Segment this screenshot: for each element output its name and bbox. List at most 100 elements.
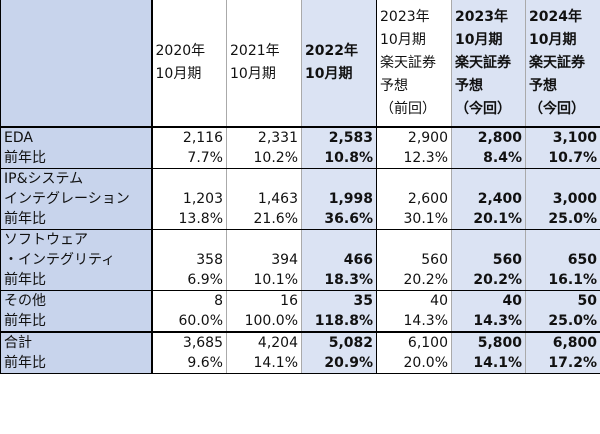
yoy-cell-fy2021: 10.2%	[226, 148, 302, 169]
yoy-cell-fy2023-curr: 20.1%	[451, 209, 526, 230]
segment-name-cell: 合計	[0, 331, 153, 353]
value-cell-fy2023-curr: 5,800	[451, 331, 526, 353]
segment-name-cell: インテグレーション	[0, 189, 153, 209]
yoy-cell-fy2021: 14.1%	[226, 353, 302, 374]
yoy-cell-fy2023-prev: 12.3%	[376, 148, 452, 169]
header-fy2023-current-forecast: 2023年 10月期 楽天証券 予想 （今回）	[451, 0, 526, 128]
value-cell-fy2024-curr: 3,100	[525, 127, 600, 148]
value-cell-fy2020: 8	[151, 290, 227, 311]
value-cell-fy2023-prev: 2,600	[376, 189, 452, 209]
value-cell-fy2021: 394	[226, 250, 302, 270]
yoy-cell-fy2024-curr: 17.2%	[525, 353, 600, 374]
segment-name-row: IP&システム	[0, 168, 600, 189]
empty-cell	[226, 229, 302, 250]
value-cell-fy2023-prev: 40	[376, 290, 452, 311]
yoy-cell-fy2023-curr: 8.4%	[451, 148, 526, 169]
header-fy2024-current-forecast: 2024年 10月期 楽天証券 予想 （今回）	[525, 0, 600, 128]
empty-cell	[151, 168, 227, 189]
yoy-cell-fy2021: 100.0%	[226, 311, 302, 333]
value-cell-fy2023-curr: 40	[451, 290, 526, 311]
yoy-row: 前年比 60.0% 100.0% 118.8% 14.3% 14.3% 25.0%	[0, 311, 600, 333]
value-cell-fy2021: 1,463	[226, 189, 302, 209]
yoy-cell-fy2024-curr: 16.1%	[525, 270, 600, 291]
yoy-label-cell: 前年比	[0, 148, 153, 169]
yoy-row: 前年比 6.9% 10.1% 18.3% 20.2% 20.2% 16.1%	[0, 270, 600, 291]
yoy-row: 前年比 9.6% 14.1% 20.9% 20.0% 14.1% 17.2%	[0, 353, 600, 374]
header-c5-line3: 楽天証券	[455, 54, 511, 71]
yoy-cell-fy2023-curr: 20.2%	[451, 270, 526, 291]
header-c6-line5: （今回）	[529, 100, 585, 117]
empty-cell	[525, 168, 600, 189]
yoy-row: 前年比 7.7% 10.2% 10.8% 12.3% 8.4% 10.7%	[0, 148, 600, 169]
segment-name-cell: その他	[0, 290, 153, 311]
value-cell-fy2021: 4,204	[226, 331, 302, 353]
header-c5-line5: （今回）	[455, 100, 511, 117]
empty-cell	[151, 229, 227, 250]
yoy-cell-fy2024-curr: 25.0%	[525, 311, 600, 333]
yoy-cell-fy2023-prev: 30.1%	[376, 209, 452, 230]
header-fy2021-line2: 10月期	[230, 66, 276, 82]
header-fy2022-line1: 2022年	[305, 43, 358, 59]
empty-cell	[376, 168, 452, 189]
segment-name-cell: IP&システム	[0, 168, 153, 189]
yoy-cell-fy2022: 36.6%	[301, 209, 377, 230]
yoy-label-cell: 前年比	[0, 270, 153, 291]
value-cell-fy2020: 358	[151, 250, 227, 270]
header-c6-line1: 2024年	[529, 8, 582, 25]
value-cell-fy2023-prev: 2,900	[376, 127, 452, 148]
header-c6-line2: 10月期	[529, 31, 577, 48]
segment-value-row: インテグレーション 1,203 1,463 1,998 2,600 2,400 3,000	[0, 189, 600, 209]
header-corner-cell	[0, 0, 153, 128]
value-cell-fy2022: 466	[301, 250, 377, 270]
value-cell-fy2023-curr: 2,800	[451, 127, 526, 148]
revenue-forecast-table: 2020年 10月期 2021年 10月期 2022年 10月期 2023年 1…	[0, 0, 600, 374]
yoy-cell-fy2021: 21.6%	[226, 209, 302, 230]
header-fy2022-line2: 10月期	[305, 66, 353, 82]
yoy-cell-fy2022: 118.8%	[301, 311, 377, 333]
yoy-cell-fy2020: 60.0%	[151, 311, 227, 333]
header-c4-line1: 2023年	[380, 8, 430, 25]
yoy-cell-fy2024-curr: 10.7%	[525, 148, 600, 169]
value-cell-fy2023-prev: 560	[376, 250, 452, 270]
value-cell-fy2022: 2,583	[301, 127, 377, 148]
yoy-label-cell: 前年比	[0, 353, 153, 374]
yoy-label-cell: 前年比	[0, 209, 153, 230]
table-body: 2020年 10月期 2021年 10月期 2022年 10月期 2023年 1…	[0, 0, 600, 374]
yoy-cell-fy2022: 10.8%	[301, 148, 377, 169]
segment-value-row: 合計 3,685 4,204 5,082 6,100 5,800 6,800	[0, 331, 600, 353]
value-cell-fy2020: 1,203	[151, 189, 227, 209]
value-cell-fy2022: 5,082	[301, 331, 377, 353]
value-cell-fy2024-curr: 50	[525, 290, 600, 311]
empty-cell	[301, 168, 377, 189]
yoy-cell-fy2023-prev: 14.3%	[376, 311, 452, 333]
header-c4-line2: 10月期	[380, 31, 426, 48]
yoy-cell-fy2023-curr: 14.3%	[451, 311, 526, 333]
yoy-cell-fy2020: 13.8%	[151, 209, 227, 230]
header-c5-line2: 10月期	[455, 31, 503, 48]
yoy-cell-fy2023-prev: 20.0%	[376, 353, 452, 374]
value-cell-fy2024-curr: 3,000	[525, 189, 600, 209]
value-cell-fy2024-curr: 650	[525, 250, 600, 270]
header-c6-line3: 楽天証券	[529, 54, 585, 71]
yoy-cell-fy2023-prev: 20.2%	[376, 270, 452, 291]
header-c4-line3: 楽天証券	[380, 54, 436, 71]
value-cell-fy2020: 3,685	[151, 331, 227, 353]
header-c5-line1: 2023年	[455, 8, 508, 25]
value-cell-fy2024-curr: 6,800	[525, 331, 600, 353]
yoy-cell-fy2020: 9.6%	[151, 353, 227, 374]
empty-cell	[451, 168, 526, 189]
yoy-cell-fy2022: 20.9%	[301, 353, 377, 374]
value-cell-fy2021: 2,331	[226, 127, 302, 148]
header-c5-line4: 予想	[455, 77, 483, 94]
header-c4-line5: （前回）	[380, 100, 436, 117]
segment-value-row: ・インテグリティ 358 394 466 560 560 650	[0, 250, 600, 270]
value-cell-fy2021: 16	[226, 290, 302, 311]
empty-cell	[376, 229, 452, 250]
header-fy2021: 2021年 10月期	[226, 0, 302, 128]
header-fy2022: 2022年 10月期	[301, 0, 377, 128]
yoy-cell-fy2020: 6.9%	[151, 270, 227, 291]
header-fy2020: 2020年 10月期	[151, 0, 227, 128]
value-cell-fy2020: 2,116	[151, 127, 227, 148]
yoy-cell-fy2022: 18.3%	[301, 270, 377, 291]
value-cell-fy2023-curr: 2,400	[451, 189, 526, 209]
